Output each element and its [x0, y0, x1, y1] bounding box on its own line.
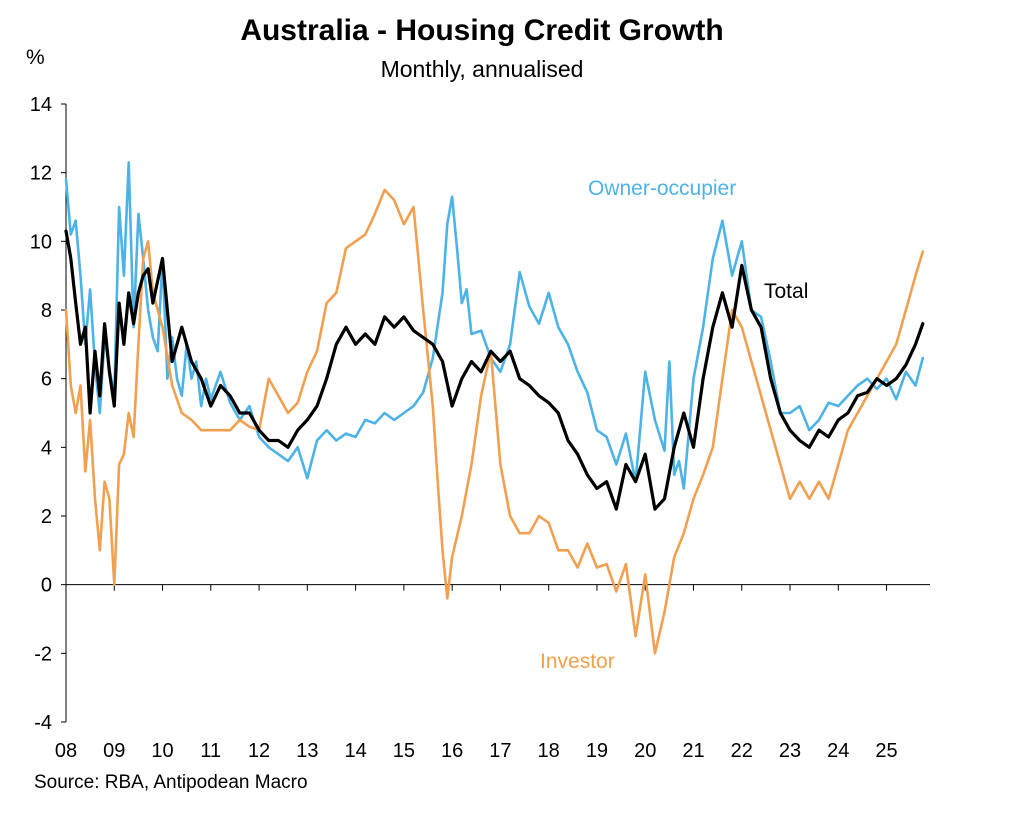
y-tick-label: 6: [41, 369, 52, 391]
series-label-total: Total: [764, 280, 808, 303]
series-label-investor: Investor: [540, 650, 615, 673]
annotation-layer: Owner-occupier Investor Total: [540, 177, 808, 673]
chart-title: Australia - Housing Credit Growth: [240, 14, 724, 47]
x-tick-label: 13: [296, 740, 318, 762]
y-tick-label: 0: [41, 575, 52, 597]
x-tick-label: 10: [151, 740, 173, 762]
x-tick-label: 17: [489, 740, 511, 762]
series-layer: [64, 161, 925, 655]
x-tick-label: 08: [55, 740, 77, 762]
x-tick-label: 24: [827, 740, 849, 762]
series-line-investor: [64, 188, 925, 655]
y-tick-label: -4: [34, 712, 52, 734]
y-tick-label: 14: [30, 94, 52, 116]
x-tick-label: 22: [731, 740, 753, 762]
x-tick-label: 19: [586, 740, 608, 762]
y-tick-label: 4: [41, 437, 52, 459]
x-tick-label: 11: [200, 740, 221, 762]
y-tick-label: -2: [34, 643, 52, 665]
y-tick-label: 10: [30, 231, 52, 253]
y-tick-label: 2: [41, 506, 52, 528]
source-note: Source: RBA, Antipodean Macro: [34, 772, 308, 793]
series-line-total: [64, 229, 925, 511]
x-tick-label: 15: [393, 740, 415, 762]
x-tick-label: 25: [875, 740, 897, 762]
series-line-owner-occupier: [64, 161, 925, 490]
x-tick-label: 18: [538, 740, 560, 762]
y-axis-label: %: [26, 46, 45, 69]
y-tick-label: 8: [41, 300, 52, 322]
x-tick-label: 23: [779, 740, 801, 762]
x-tick-label: 09: [103, 740, 125, 762]
x-tick-label: 14: [344, 740, 366, 762]
x-tick-label: 21: [682, 740, 704, 762]
y-tick-label: 12: [30, 163, 52, 185]
chart-subtitle: Monthly, annualised: [380, 56, 584, 82]
x-tick-label: 20: [634, 740, 656, 762]
x-tick-label: 16: [441, 740, 463, 762]
x-tick-label: 12: [248, 740, 270, 762]
series-label-owner-occupier: Owner-occupier: [588, 177, 736, 200]
